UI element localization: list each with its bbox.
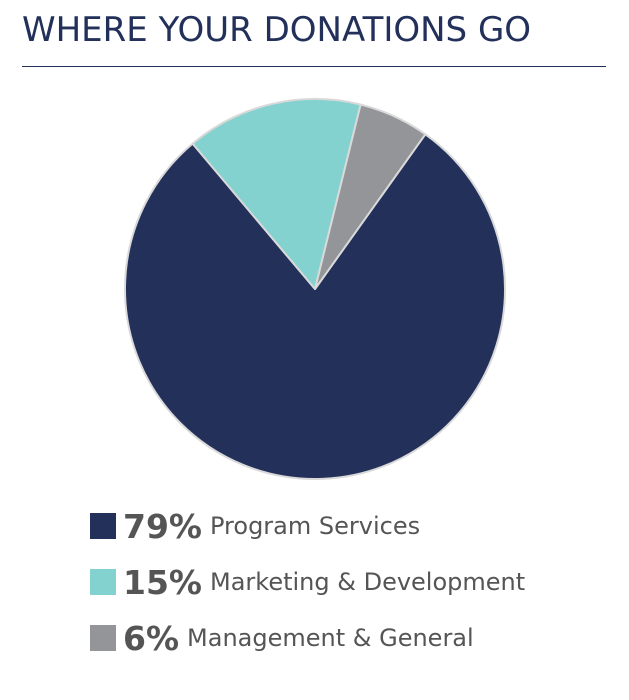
legend-item-marketing-development: 15% Marketing & Development (90, 554, 525, 610)
pie-slice-program-services (124, 133, 506, 480)
legend-swatch (90, 513, 116, 539)
legend-percent: 6% (123, 618, 180, 658)
legend-label: Marketing & Development (210, 568, 526, 596)
legend: 79% Program Services 15% Marketing & Dev… (90, 498, 525, 666)
legend-label: Management & General (187, 624, 474, 652)
pie-slice-management-general (314, 103, 427, 290)
legend-item-management-general: 6% Management & General (90, 610, 525, 666)
legend-percent: 79% (123, 506, 202, 546)
legend-swatch (90, 625, 116, 651)
legend-swatch (90, 569, 116, 595)
chart-title: WHERE YOUR DONATIONS GO (22, 10, 532, 50)
legend-item-program-services: 79% Program Services (90, 498, 525, 554)
legend-percent: 15% (123, 562, 202, 602)
pie-slice-marketing-development (191, 98, 362, 290)
legend-label: Program Services (210, 512, 421, 540)
title-underline (22, 66, 606, 67)
pie-slices (124, 98, 506, 480)
